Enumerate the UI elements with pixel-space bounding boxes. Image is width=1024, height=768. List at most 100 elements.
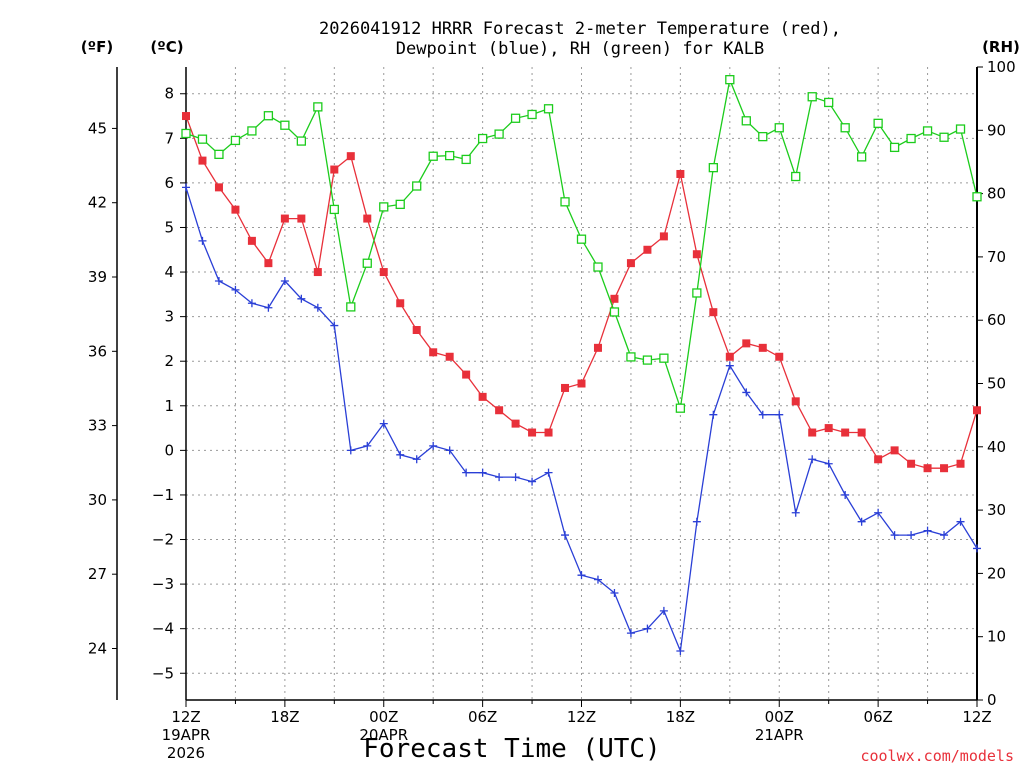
data-point-temperature bbox=[890, 446, 899, 455]
series-line-dewpoint bbox=[185, 187, 978, 654]
data-point-dewpoint bbox=[247, 299, 256, 308]
data-point-dewpoint bbox=[429, 441, 438, 450]
data-point-rh bbox=[214, 149, 224, 160]
data-point-rh bbox=[741, 116, 751, 126]
data-point-temperature bbox=[396, 299, 405, 308]
data-point-temperature bbox=[330, 165, 339, 174]
data-point-dewpoint bbox=[742, 388, 751, 397]
y-tick-label-rh: 50 bbox=[987, 375, 1006, 393]
y-tick-label-fahrenheit: 30 bbox=[88, 491, 107, 509]
data-point-temperature bbox=[429, 348, 438, 357]
data-point-temperature bbox=[231, 205, 240, 214]
series bbox=[181, 75, 982, 655]
data-point-rh bbox=[593, 262, 603, 272]
data-point-temperature bbox=[626, 259, 635, 268]
data-point-dewpoint bbox=[841, 490, 850, 499]
data-point-rh bbox=[560, 197, 570, 207]
data-point-temperature bbox=[182, 112, 190, 121]
data-point-temperature bbox=[528, 428, 537, 437]
y-tick-label-fahrenheit: 39 bbox=[88, 268, 107, 286]
x-tick-label: 19APR bbox=[162, 726, 211, 744]
data-point-temperature bbox=[676, 169, 685, 178]
unit-label-celsius: (ºC) bbox=[150, 38, 183, 56]
data-point-dewpoint bbox=[808, 455, 817, 464]
data-point-temperature bbox=[725, 352, 734, 361]
y-tick-label-celsius: 3 bbox=[164, 308, 174, 326]
x-tick-label: 18Z bbox=[666, 708, 695, 726]
data-point-dewpoint bbox=[561, 531, 570, 540]
data-point-rh bbox=[445, 150, 455, 161]
data-point-rh bbox=[922, 126, 933, 136]
data-point-dewpoint bbox=[923, 526, 932, 535]
data-point-rh bbox=[906, 133, 916, 144]
x-tick-label: 06Z bbox=[863, 708, 892, 726]
data-point-temperature bbox=[874, 455, 883, 464]
data-point-rh bbox=[675, 403, 686, 413]
credit-link[interactable]: coolwx.com/models bbox=[860, 747, 1014, 765]
y-tick-label-fahrenheit: 45 bbox=[88, 119, 107, 137]
data-point-temperature bbox=[742, 339, 751, 348]
y-tick-label-celsius: −3 bbox=[152, 575, 174, 593]
data-point-rh bbox=[609, 307, 620, 317]
data-point-dewpoint bbox=[577, 571, 586, 580]
data-point-dewpoint bbox=[330, 321, 339, 330]
data-point-temperature bbox=[379, 268, 388, 277]
data-point-dewpoint bbox=[462, 468, 471, 477]
data-point-dewpoint bbox=[643, 624, 652, 633]
data-point-dewpoint bbox=[198, 236, 207, 245]
data-point-rh bbox=[527, 109, 537, 120]
data-point-rh bbox=[296, 136, 307, 146]
data-point-temperature bbox=[956, 459, 965, 468]
data-point-dewpoint bbox=[593, 575, 602, 584]
data-point-rh bbox=[642, 355, 653, 365]
data-point-rh bbox=[840, 123, 850, 133]
data-point-dewpoint bbox=[544, 468, 553, 477]
x-tick-label: 12Z bbox=[171, 708, 200, 726]
data-point-temperature bbox=[511, 419, 520, 428]
data-point-temperature bbox=[841, 428, 850, 437]
axes: 876543210−1−2−3−4−5454239363330272410090… bbox=[88, 58, 1016, 709]
data-point-rh bbox=[412, 181, 422, 191]
data-point-temperature bbox=[544, 428, 553, 437]
data-point-temperature bbox=[940, 464, 949, 473]
data-point-dewpoint bbox=[396, 450, 405, 459]
data-point-temperature bbox=[973, 406, 981, 415]
data-point-temperature bbox=[495, 406, 504, 415]
x-tick-label: 18Z bbox=[270, 708, 299, 726]
y-tick-label-celsius: 8 bbox=[164, 85, 174, 103]
data-point-dewpoint bbox=[280, 276, 289, 285]
data-point-dewpoint bbox=[940, 531, 949, 540]
data-point-dewpoint bbox=[709, 410, 718, 419]
data-point-temperature bbox=[659, 232, 668, 241]
data-point-rh bbox=[362, 258, 372, 268]
data-point-temperature bbox=[445, 352, 454, 361]
y-tick-label-celsius: 2 bbox=[164, 352, 174, 370]
data-point-temperature bbox=[412, 326, 421, 335]
y-tick-label-rh: 30 bbox=[987, 501, 1006, 519]
y-tick-label-fahrenheit: 36 bbox=[88, 342, 107, 360]
data-point-temperature bbox=[907, 459, 916, 468]
data-point-rh bbox=[379, 202, 389, 212]
data-point-dewpoint bbox=[313, 303, 322, 312]
data-point-rh bbox=[774, 123, 784, 133]
data-point-dewpoint bbox=[626, 629, 635, 638]
data-point-dewpoint bbox=[857, 517, 866, 526]
x-tick-label: 21APR bbox=[755, 726, 804, 744]
data-point-rh bbox=[939, 132, 949, 142]
y-tick-label-rh: 80 bbox=[987, 185, 1006, 203]
y-tick-label-celsius: 4 bbox=[164, 263, 174, 281]
y-tick-label-celsius: 5 bbox=[164, 218, 174, 236]
data-point-temperature bbox=[775, 352, 784, 361]
data-point-dewpoint bbox=[907, 531, 916, 540]
y-tick-label-celsius: 1 bbox=[164, 397, 174, 415]
data-point-temperature bbox=[478, 392, 487, 401]
x-axis-title: Forecast Time (UTC) bbox=[363, 734, 660, 764]
data-point-temperature bbox=[643, 245, 652, 254]
y-tick-label-fahrenheit: 33 bbox=[88, 417, 107, 435]
data-point-rh bbox=[659, 353, 669, 363]
data-point-temperature bbox=[593, 343, 602, 352]
data-point-rh bbox=[791, 171, 801, 182]
unit-label-rh: (RH) bbox=[982, 38, 1020, 56]
